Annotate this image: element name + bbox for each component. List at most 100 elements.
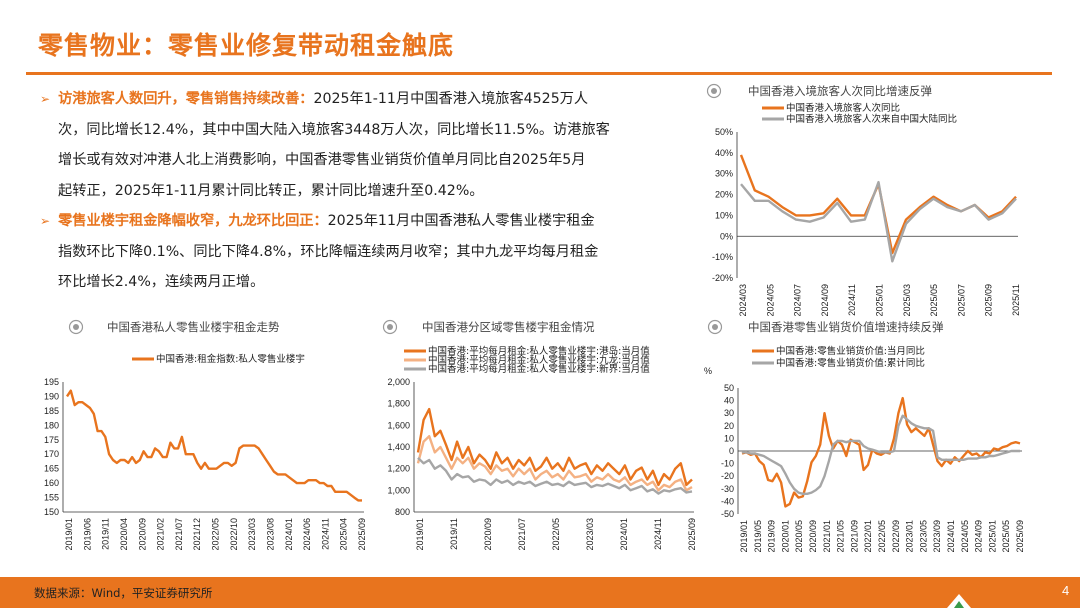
y-tick-label: -10% — [712, 252, 733, 262]
x-tick-label: 2025/09 — [357, 518, 367, 551]
y-tick-label: 160 — [44, 478, 59, 488]
legend-label: 中国香港:平均每月租金:私人零售业楼宇:新界:当月值 — [428, 363, 650, 375]
y-tick-label: 1,400 — [387, 442, 410, 452]
chart-icon — [707, 319, 723, 335]
x-tick-label: 2019/09 — [767, 520, 777, 553]
x-tick-label: 2019/01 — [739, 520, 749, 553]
x-tick-label: 2019/01 — [64, 518, 74, 551]
bullet-1-head: 访港旅客人数回升，零售销售持续改善： — [58, 91, 314, 107]
chart-title: 中国香港分区域零售楼宇租金情况 — [422, 320, 595, 334]
x-tick-label: 2025/05 — [929, 284, 939, 317]
x-tick-label: 2025/09 — [1015, 520, 1025, 553]
x-tick-label: 2022/10 — [229, 518, 239, 551]
legend-label: 中国香港:租金指数:私人零售业楼宇 — [156, 353, 305, 365]
y-tick-label: 1,600 — [387, 420, 410, 430]
x-tick-label: 2024/05 — [765, 284, 775, 317]
x-tick-label: 2024/09 — [974, 520, 984, 553]
y-tick-label: 1,800 — [387, 399, 410, 409]
series-line — [742, 414, 1020, 496]
y-tick-label: 800 — [395, 507, 410, 517]
y-tick-label: -50 — [721, 509, 734, 519]
chart-icon-dot — [711, 88, 717, 94]
x-tick-label: 2020/01 — [780, 520, 790, 553]
bullet-2-head: 零售业楼宇租金降幅收窄，九龙环比回正： — [58, 213, 328, 229]
y-tick-label: 0% — [720, 231, 733, 241]
y-tick-label: -20 — [721, 471, 734, 481]
arrow-icon: ➢ — [40, 214, 51, 228]
chart-icon — [382, 319, 398, 335]
chart-retail-sales: 中国香港零售业销货价值增速持续反弹% 中国香港:零售业销货价值:当月同比 中国香港:… — [700, 316, 1070, 576]
x-tick-label: 2024/01 — [619, 518, 629, 551]
x-tick-label: 2025/01 — [987, 520, 997, 553]
x-tick-label: 2020/05 — [794, 520, 804, 553]
x-tick-label: 2024/11 — [320, 518, 330, 550]
x-tick-label: 2023/03 — [585, 518, 595, 551]
series-line — [416, 407, 693, 487]
chart-district-rent: 中国香港分区域零售楼宇租金情况 中国香港:平均每月租金:私人零售业楼宇:港岛:当月… — [378, 316, 708, 576]
x-tick-label: 2025/04 — [339, 518, 349, 551]
y-tick-label: 1,000 — [387, 485, 410, 495]
legend-label: 中国香港入境旅客人次同比 — [786, 102, 900, 114]
page-number: 4 — [1062, 583, 1070, 598]
bullet-1-first: 2025年1-11月中国香港入境旅客4525万人 — [313, 91, 589, 107]
legend-label: 中国香港:零售业销货价值:累计同比 — [776, 357, 925, 369]
footer-source: 数据来源：Wind，平安证券研究所 — [34, 586, 213, 600]
company-logo — [947, 594, 971, 608]
chart-visitors: 中国香港入境旅客人次同比增速反弹 中国香港入境旅客人次同比 中国香港入境旅客人次来自… — [700, 80, 1060, 317]
y-tick-label: 10 — [724, 433, 734, 443]
x-tick-label: 2024/03 — [738, 284, 748, 317]
y-tick-label: 185 — [44, 406, 59, 416]
y-tick-label: 175 — [44, 435, 59, 445]
legend-label: 中国香港:零售业销货价值:当月同比 — [776, 345, 925, 357]
x-tick-label: 2019/01 — [415, 518, 425, 551]
y-tick-label: 150 — [44, 507, 59, 517]
unit-label: % — [704, 366, 712, 376]
series-line — [741, 396, 1021, 508]
chart-icon-dot — [712, 324, 718, 330]
y-tick-label: 40% — [715, 148, 733, 158]
x-tick-label: 2024/01 — [946, 520, 956, 553]
chart-visitors-svg: 中国香港入境旅客人次同比增速反弹中国香港入境旅客人次同比中国香港入境旅客人次来自… — [706, 83, 1021, 317]
y-tick-label: 195 — [44, 377, 59, 387]
legend-label: 中国香港:平均每月租金:私人零售业楼宇:九龙:当月值 — [428, 354, 650, 366]
y-tick-label: 30 — [724, 408, 734, 418]
x-tick-label: 2019/11 — [101, 518, 111, 550]
x-tick-label: 2025/09 — [687, 518, 697, 551]
y-tick-label: 20 — [724, 421, 734, 431]
series-line — [66, 389, 362, 502]
x-tick-label: 2022/01 — [863, 520, 873, 553]
x-tick-label: 2024/09 — [820, 284, 830, 317]
x-tick-label: 2021/07 — [517, 518, 527, 551]
x-tick-label: 2023/01 — [905, 520, 915, 553]
y-tick-label: -20% — [712, 273, 733, 283]
y-tick-label: 155 — [44, 493, 59, 503]
footer-bar: 数据来源：Wind，平安证券研究所 4 — [0, 577, 1080, 608]
bullet-2: ➢ 零售业楼宇租金降幅收窄，九龙环比回正：2025年11月中国香港私人零售业楼宇租… — [40, 206, 700, 298]
x-tick-label: 2024/07 — [793, 284, 803, 317]
series-line — [740, 180, 1017, 263]
x-tick-label: 2020/09 — [137, 518, 147, 551]
x-tick-label: 2025/09 — [984, 284, 994, 317]
x-tick-label: 2023/03 — [247, 518, 257, 551]
chart-icon-dot — [387, 324, 393, 330]
bullet-2-line: 环比增长2.4%，连续两月正增。 — [58, 274, 265, 290]
y-tick-label: 165 — [44, 464, 59, 474]
x-tick-label: 2025/01 — [875, 284, 885, 317]
chart-icon — [706, 83, 722, 99]
y-tick-label: 180 — [44, 420, 59, 430]
y-tick-label: -30 — [721, 484, 734, 494]
y-tick-label: 190 — [44, 391, 59, 401]
x-tick-label: 2024/01 — [284, 518, 294, 551]
x-tick-label: 2023/05 — [918, 520, 928, 553]
chart-title: 中国香港零售业销货价值增速持续反弹 — [748, 320, 944, 334]
x-tick-label: 2019/06 — [82, 518, 92, 551]
bullet-2-first: 2025年11月中国香港私人零售业楼宇租金 — [327, 213, 595, 229]
page-title: 零售物业：零售业修复带动租金触底 — [38, 31, 455, 60]
x-tick-label: 2021/01 — [822, 520, 832, 553]
x-tick-label: 2021/05 — [836, 520, 846, 553]
x-tick-label: 2021/02 — [156, 518, 166, 551]
x-tick-label: 2022/05 — [551, 518, 561, 551]
y-tick-label: 50 — [724, 383, 734, 393]
series-line — [417, 456, 693, 495]
